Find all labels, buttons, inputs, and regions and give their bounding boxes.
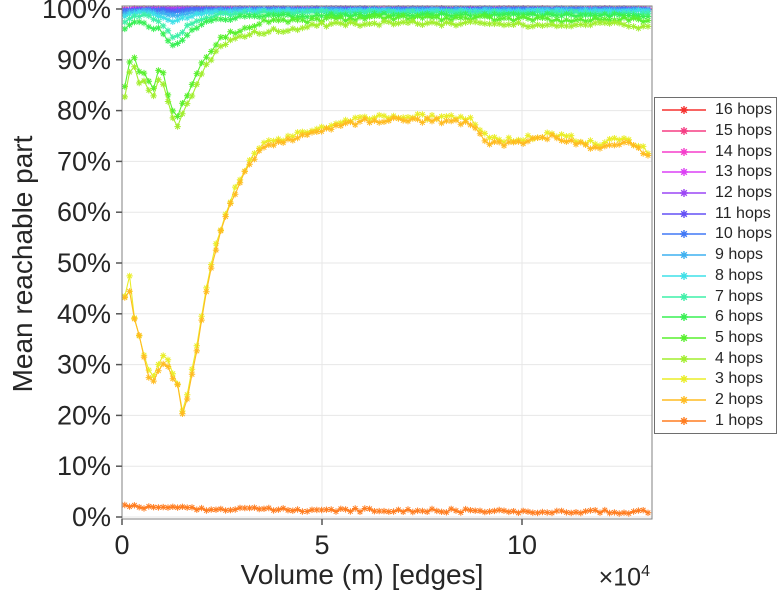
legend-label: 5 hops — [715, 328, 764, 346]
series-4-hops — [122, 18, 652, 130]
legend-swatch — [662, 416, 706, 425]
legend-label: 11 hops — [715, 204, 771, 222]
legend-swatch — [662, 106, 706, 115]
x-axis-multiplier: ×104 — [560, 563, 650, 592]
legend-item-12-hops: 12 hops — [655, 183, 776, 203]
legend-marker-icon — [680, 230, 688, 239]
x-tick-label: 5 — [314, 530, 329, 560]
legend-swatch — [662, 209, 706, 218]
legend-marker-icon — [680, 313, 688, 322]
legend-label: 9 hops — [715, 246, 764, 264]
legend-item-15-hops: 15 hops — [655, 121, 776, 141]
legend-label: 2 hops — [715, 390, 764, 408]
legend-marker-icon — [680, 251, 688, 260]
legend-swatch — [662, 354, 706, 363]
legend-item-8-hops: 8 hops — [655, 266, 776, 286]
series-markers — [122, 18, 652, 130]
legend-marker-icon — [680, 395, 688, 404]
legend-swatch — [662, 168, 706, 177]
x-axis-label: Volume (m) [edges] — [240, 559, 484, 590]
legend-marker-icon — [680, 354, 688, 363]
series-6-hops — [122, 10, 652, 49]
y-tick-label: 90% — [57, 45, 111, 75]
legend-label: 6 hops — [715, 308, 764, 326]
legend-label: 8 hops — [715, 266, 764, 284]
legend-label: 4 hops — [715, 349, 764, 367]
legend-item-1-hops: 1 hops — [655, 411, 776, 431]
legend-swatch — [662, 147, 706, 156]
legend-marker-icon — [680, 209, 688, 218]
multiplier-base: ×10 — [598, 563, 642, 592]
legend-item-5-hops: 5 hops — [655, 328, 776, 348]
y-tick-label: 70% — [57, 146, 111, 176]
legend-label: 1 hops — [715, 411, 764, 429]
series-markers — [122, 10, 652, 49]
y-tick-label: 40% — [57, 299, 111, 329]
series-markers — [122, 501, 652, 517]
series-markers — [122, 12, 652, 120]
y-tick-label: 80% — [57, 96, 111, 126]
legend-label: 14 hops — [715, 142, 772, 160]
legend-item-11-hops: 11 hops — [655, 204, 776, 224]
legend-item-10-hops: 10 hops — [655, 224, 776, 244]
legend-swatch — [662, 127, 706, 136]
series-2-hops — [122, 114, 652, 417]
legend-swatch — [662, 292, 706, 301]
y-tick-label: 0% — [72, 502, 111, 532]
series-group — [122, 5, 652, 517]
y-tick-label: 20% — [57, 400, 111, 430]
y-tick-label: 60% — [57, 197, 111, 227]
series-1-hops — [122, 501, 652, 517]
legend-label: 13 hops — [715, 163, 772, 181]
legend-swatch — [662, 395, 706, 404]
legend-marker-icon — [680, 375, 688, 384]
legend-marker-icon — [680, 147, 688, 156]
legend-item-13-hops: 13 hops — [655, 162, 776, 182]
x-tick-label: 0 — [114, 530, 129, 560]
y-axis-label: Mean reachable part — [7, 135, 38, 393]
legend-marker-icon — [680, 106, 688, 115]
legend: 16 hops 15 hops 14 hops 13 hops 12 hops 11 ho… — [654, 97, 777, 434]
series-5-hops — [122, 12, 652, 120]
y-tick-label: 50% — [57, 248, 111, 278]
legend-marker-icon — [680, 127, 688, 136]
legend-item-3-hops: 3 hops — [655, 369, 776, 389]
x-tick-label: 10 — [507, 530, 537, 560]
legend-swatch — [662, 333, 706, 342]
legend-label: 3 hops — [715, 370, 764, 388]
legend-item-7-hops: 7 hops — [655, 287, 776, 307]
legend-label: 12 hops — [715, 184, 772, 202]
legend-marker-icon — [680, 292, 688, 301]
legend-item-14-hops: 14 hops — [655, 142, 776, 162]
legend-label: 16 hops — [715, 101, 772, 119]
legend-item-4-hops: 4 hops — [655, 349, 776, 369]
legend-marker-icon — [680, 333, 688, 342]
legend-item-2-hops: 2 hops — [655, 390, 776, 410]
legend-label: 10 hops — [715, 225, 772, 243]
y-tick-label: 100% — [42, 0, 111, 24]
legend-marker-icon — [680, 168, 688, 177]
legend-swatch — [662, 230, 706, 239]
legend-swatch — [662, 271, 706, 280]
legend-marker-icon — [680, 189, 688, 198]
legend-item-9-hops: 9 hops — [655, 245, 776, 265]
multiplier-exponent: 4 — [641, 563, 650, 580]
y-tick-label: 10% — [57, 451, 111, 481]
legend-label: 7 hops — [715, 287, 764, 305]
legend-swatch — [662, 251, 706, 260]
legend-swatch — [662, 375, 706, 384]
legend-marker-icon — [680, 271, 688, 280]
legend-marker-icon — [680, 416, 688, 425]
legend-swatch — [662, 189, 706, 198]
legend-item-16-hops: 16 hops — [655, 100, 776, 120]
legend-item-6-hops: 6 hops — [655, 307, 776, 327]
series-markers — [122, 114, 652, 417]
legend-label: 15 hops — [715, 122, 772, 140]
y-tick-label: 30% — [57, 350, 111, 380]
legend-swatch — [662, 313, 706, 322]
